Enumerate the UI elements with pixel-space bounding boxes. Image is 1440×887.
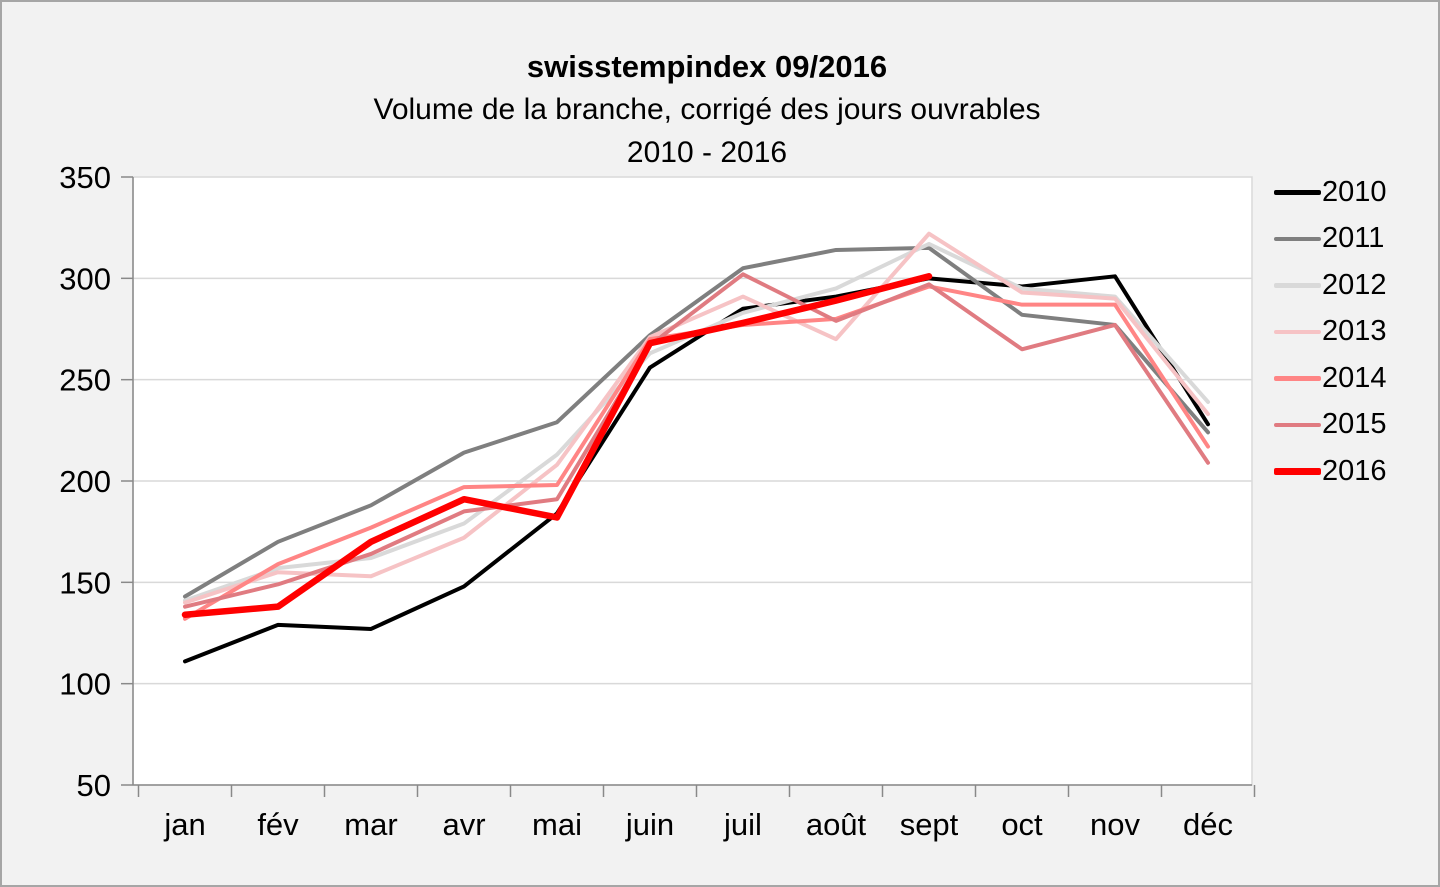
legend-item-2012: 2012 [1274, 262, 1434, 309]
legend-swatch-2010 [1274, 190, 1321, 195]
chart-subtitle: Volume de la branche, corrigé des jours … [373, 93, 1041, 126]
series-line-2010 [183, 274, 1210, 664]
x-axis-label: oct [1001, 807, 1043, 842]
y-axis-label: 250 [59, 363, 111, 398]
x-axis-label: nov [1090, 807, 1140, 842]
legend-label-2016: 2016 [1322, 454, 1387, 487]
legend-swatch-2011 [1274, 236, 1321, 241]
legend-item-2015: 2015 [1274, 402, 1434, 449]
x-axis-label: déc [1183, 807, 1233, 842]
legend-item-2013: 2013 [1274, 309, 1434, 356]
legend-swatch-2014 [1274, 376, 1321, 381]
y-axis-label: 100 [59, 667, 111, 702]
legend-label-2010: 2010 [1322, 175, 1387, 208]
legend-swatch-2015 [1274, 422, 1321, 427]
x-axis-label: juil [723, 807, 762, 842]
legend-item-2016: 2016 [1274, 448, 1434, 495]
chart-title: swisstempindex 09/2016 [526, 49, 888, 84]
legend-swatch-2013 [1274, 329, 1321, 334]
legend-label-2015: 2015 [1322, 408, 1387, 441]
x-axis-label: sept [900, 807, 959, 842]
legend-item-2010: 2010 [1274, 169, 1434, 216]
legend-label-2013: 2013 [1322, 315, 1387, 348]
x-axis-label: jan [163, 807, 205, 842]
legend-label-2011: 2011 [1322, 222, 1385, 255]
x-axis-label: mar [344, 807, 397, 842]
y-axis-label: 50 [77, 768, 111, 803]
legend-label-2014: 2014 [1322, 361, 1387, 394]
series-line-2011 [183, 245, 1210, 599]
chart-title-block: swisstempindex 09/2016 Volume de la bran… [2, 46, 1412, 174]
x-axis-label: avr [442, 807, 485, 842]
legend-item-2014: 2014 [1274, 355, 1434, 402]
series-line-2016 [181, 273, 933, 619]
legend-swatch-2016 [1274, 467, 1321, 475]
series-line-2015 [183, 272, 1210, 609]
chart-legend: 2010 2011 2012 2013 2014 2015 2016 [1274, 169, 1434, 495]
series-line-2013 [183, 231, 1210, 605]
legend-item-2011: 2011 [1274, 216, 1434, 263]
x-axis-label: juin [625, 807, 674, 842]
y-axis-label: 300 [59, 261, 111, 296]
legend-label-2012: 2012 [1322, 268, 1387, 301]
x-axis-label: août [806, 807, 867, 842]
chart-period: 2010 - 2016 [626, 136, 788, 169]
x-axis-label: fév [257, 807, 299, 842]
x-axis-label: mai [532, 807, 582, 842]
legend-swatch-2012 [1274, 283, 1321, 288]
y-axis-label: 350 [59, 160, 111, 195]
y-axis-label: 150 [59, 565, 111, 600]
y-axis-label: 200 [59, 464, 111, 499]
